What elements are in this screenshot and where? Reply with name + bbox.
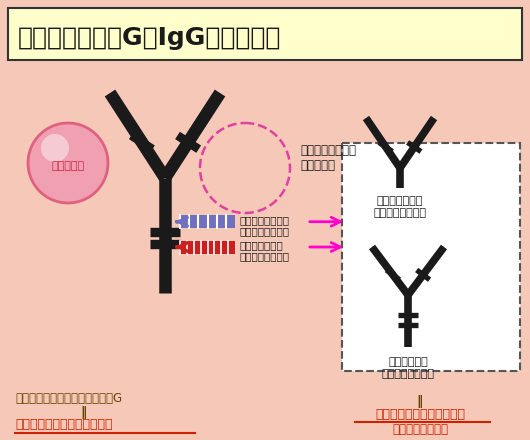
Text: ペプシン処理で
ここが切断される: ペプシン処理で ここが切断される: [240, 240, 290, 262]
Text: ‖: ‖: [80, 406, 86, 419]
Text: ‖: ‖: [417, 395, 423, 408]
Text: プラスミン処理で
ここが切断される: プラスミン処理で ここが切断される: [240, 215, 290, 236]
Text: 完全分子型人免疫グロブリン: 完全分子型人免疫グロブリン: [15, 418, 112, 431]
FancyBboxPatch shape: [8, 8, 522, 60]
Bar: [180, 215, 235, 228]
Text: （不完全分子型）: （不完全分子型）: [392, 423, 448, 436]
Text: 病原体など: 病原体など: [51, 161, 85, 171]
Text: ペプシン処理
人免疫グロブリン: ペプシン処理 人免疫グロブリン: [382, 357, 435, 378]
Text: 免疫グロブリンG（IgG）の模式図: 免疫グロブリンG（IgG）の模式図: [18, 26, 281, 50]
Circle shape: [28, 123, 108, 203]
Text: 体の中にある人免疫グロブリンG: 体の中にある人免疫グロブリンG: [15, 392, 122, 405]
Text: ここで病原体など
と結合する: ここで病原体など と結合する: [300, 144, 356, 172]
Text: プラスミン処理
人免疫グロブリン: プラスミン処理 人免疫グロブリン: [374, 196, 427, 218]
Bar: [180, 241, 235, 253]
Circle shape: [41, 134, 69, 162]
FancyBboxPatch shape: [342, 143, 520, 371]
Text: 酵素処理人免疫グロブリン: 酵素処理人免疫グロブリン: [375, 408, 465, 421]
